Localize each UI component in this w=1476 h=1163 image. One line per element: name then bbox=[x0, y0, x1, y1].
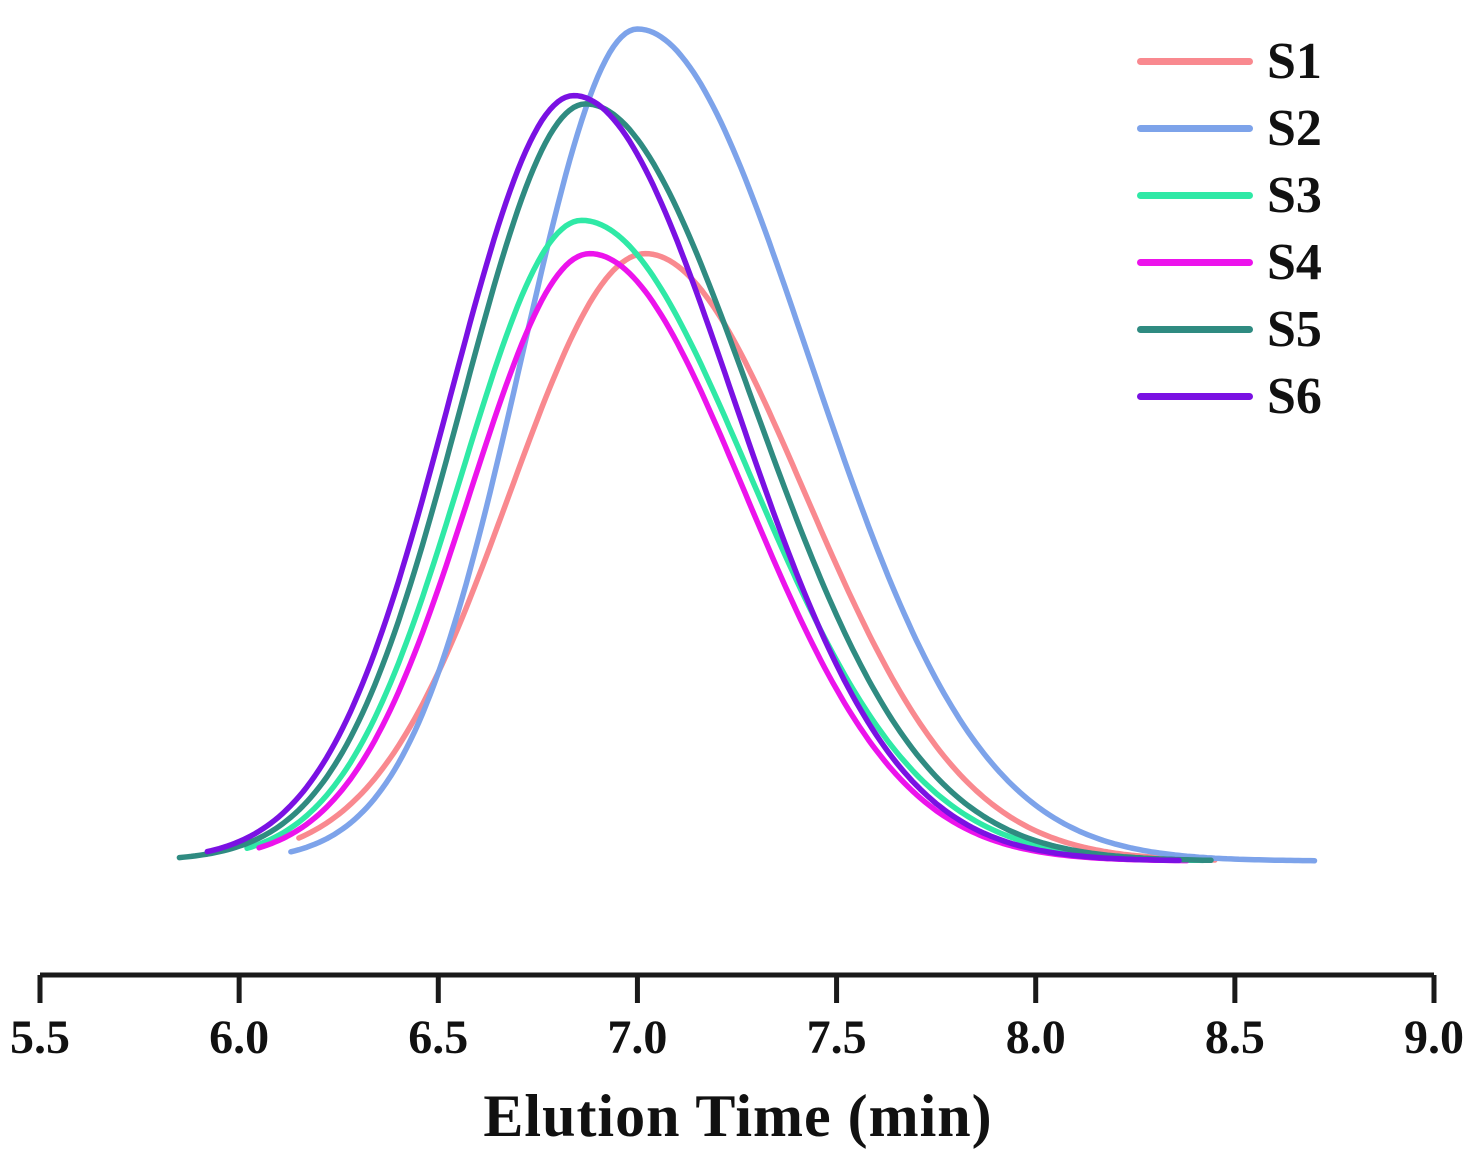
legend: S1 S2 S3 S4 S5 S6 bbox=[1137, 28, 1322, 430]
legend-color-line-s5 bbox=[1137, 326, 1253, 333]
x-axis-tick-label: 5.5 bbox=[10, 1011, 70, 1064]
legend-label-s3: S3 bbox=[1267, 166, 1322, 224]
legend-label-s6: S6 bbox=[1267, 367, 1322, 425]
legend-color-line-s6 bbox=[1137, 393, 1253, 400]
curve-s3 bbox=[244, 217, 1206, 864]
legend-label-s4: S4 bbox=[1267, 233, 1322, 291]
curve-s6 bbox=[204, 92, 1182, 864]
legend-color-line-s4 bbox=[1137, 259, 1253, 266]
legend-label-s2: S2 bbox=[1267, 99, 1322, 157]
x-axis-tick-label: 7.0 bbox=[607, 1011, 667, 1064]
legend-label-s1: S1 bbox=[1267, 32, 1322, 90]
curve-s1 bbox=[296, 250, 1218, 863]
x-axis-tick-label: 6.5 bbox=[408, 1011, 468, 1064]
legend-label-s5: S5 bbox=[1267, 300, 1322, 358]
x-axis-tick-label: 8.5 bbox=[1205, 1011, 1265, 1064]
legend-item-s5: S5 bbox=[1137, 296, 1322, 363]
legend-color-line-s1 bbox=[1137, 58, 1253, 65]
x-axis-tick-label: 6.0 bbox=[209, 1011, 269, 1064]
legend-color-line-s2 bbox=[1137, 125, 1253, 132]
curve-s2 bbox=[288, 26, 1318, 864]
legend-color-line-s3 bbox=[1137, 192, 1253, 199]
legend-item-s3: S3 bbox=[1137, 162, 1322, 229]
legend-item-s4: S4 bbox=[1137, 229, 1322, 296]
legend-item-s1: S1 bbox=[1137, 28, 1322, 95]
curve-s5 bbox=[176, 101, 1214, 864]
legend-item-s2: S2 bbox=[1137, 95, 1322, 162]
legend-item-s6: S6 bbox=[1137, 363, 1322, 430]
curve-s4 bbox=[256, 250, 1190, 864]
x-axis-tick-label: 8.0 bbox=[1006, 1011, 1066, 1064]
x-axis-tick-label: 7.5 bbox=[807, 1011, 867, 1064]
x-axis-title: Elution Time (min) bbox=[483, 1083, 993, 1149]
x-axis-tick-label: 9.0 bbox=[1404, 1011, 1464, 1064]
